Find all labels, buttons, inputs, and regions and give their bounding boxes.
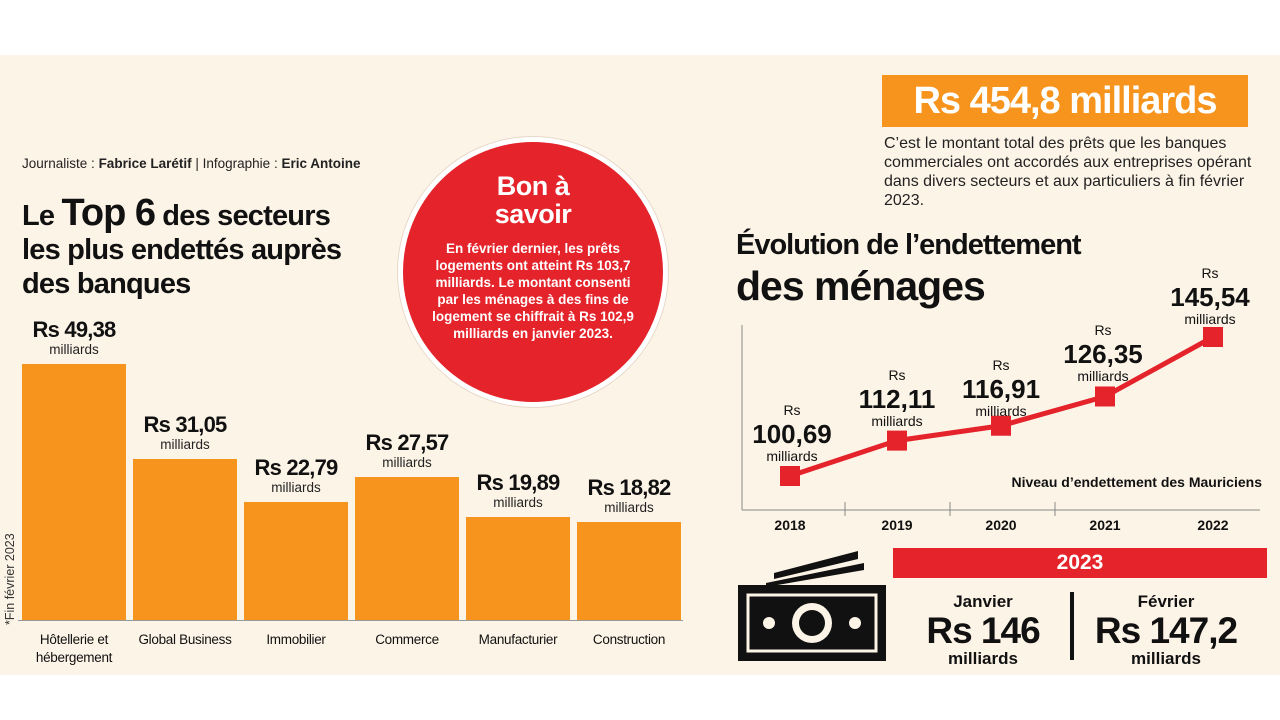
bar-unit-label-4: milliards bbox=[493, 494, 543, 510]
bar-category-label-4: Manufacturier bbox=[478, 632, 558, 647]
bar-4 bbox=[466, 516, 570, 620]
line-series-label: Niveau d’endettement des Mauriciens bbox=[1011, 474, 1262, 490]
month-february-label: Février bbox=[1137, 592, 1195, 611]
household-debt-title-line1: Évolution de l’endettement bbox=[736, 229, 1082, 261]
top6-title-line3: des banques bbox=[22, 268, 191, 300]
credits-separator: | bbox=[195, 156, 199, 171]
bar-unit-label-3: milliards bbox=[382, 455, 432, 471]
bon-a-savoir-title-line1: Bon à bbox=[496, 171, 570, 201]
bar-category-label-5: Construction bbox=[592, 632, 666, 647]
bar-category-label-3: Commerce bbox=[375, 632, 439, 647]
value-unit-2019: milliards bbox=[871, 413, 922, 429]
value-label-2019: 112,11 bbox=[859, 384, 936, 414]
value-currency-2019: Rs bbox=[888, 367, 905, 383]
value-currency-2020: Rs bbox=[992, 357, 1009, 373]
journalist-label: Journaliste : bbox=[22, 156, 95, 171]
household-debt-title: Évolution de l’endettement des ménages bbox=[736, 228, 1256, 310]
bar-value-label-4: Rs 19,89 bbox=[476, 469, 561, 495]
month-january: Janvier Rs 146 milliards bbox=[903, 592, 1063, 668]
bar-chart-baseline bbox=[18, 620, 683, 621]
x-tick-label-2021: 2021 bbox=[1089, 517, 1120, 533]
month-february-value: Rs 147,2 bbox=[1094, 610, 1238, 651]
value-label-2021: 126,35 bbox=[1063, 339, 1143, 369]
total-loans-description: C’est le montant total des prêts que les… bbox=[884, 135, 1252, 209]
bar-2 bbox=[244, 501, 348, 620]
line-point-2022 bbox=[1203, 327, 1223, 347]
bar-value-label-0: Rs 49,38 bbox=[32, 317, 117, 342]
top6-title-prefix: Le bbox=[22, 200, 55, 232]
bar-value-label-1: Rs 31,05 bbox=[143, 412, 228, 438]
bar-unit-label-5: milliards bbox=[604, 500, 654, 516]
x-tick-label-2020: 2020 bbox=[985, 517, 1016, 533]
year-2023-title: 2023 bbox=[893, 548, 1267, 578]
value-currency-2018: Rs bbox=[783, 402, 800, 418]
bar-category-label-0: Hôtellerie et hébergement bbox=[35, 632, 113, 665]
bon-a-savoir-title: Bon à savoir bbox=[403, 172, 663, 228]
bar-category-label-1: Global Business bbox=[138, 632, 232, 647]
month-january-unit: milliards bbox=[948, 649, 1018, 668]
value-currency-2021: Rs bbox=[1094, 322, 1111, 338]
top6-title-line2: les plus endettés auprès bbox=[22, 234, 342, 266]
bar-category-label-2: Immobilier bbox=[266, 632, 326, 647]
top6-title-rest: des secteurs bbox=[162, 200, 331, 232]
value-unit-2021: milliards bbox=[1077, 368, 1128, 384]
footnote: *Fin février 2023 bbox=[3, 533, 133, 625]
bar-value-label-2: Rs 22,79 bbox=[254, 454, 339, 480]
banknote-icon bbox=[738, 551, 886, 661]
bon-a-savoir-bubble: Bon à savoir En février dernier, les prê… bbox=[398, 137, 668, 407]
infographic-label: Infographie : bbox=[202, 156, 278, 171]
top6-title-highlight: Top 6 bbox=[61, 192, 157, 234]
bar-unit-label-1: milliards bbox=[160, 437, 210, 453]
month-february-unit: milliards bbox=[1131, 649, 1201, 668]
bar-unit-label-0: milliards bbox=[49, 342, 99, 357]
journalist-name: Fabrice Larétif bbox=[98, 156, 192, 171]
bar-5 bbox=[577, 522, 681, 620]
value-unit-2022: milliards bbox=[1184, 311, 1235, 327]
bar-value-label-3: Rs 27,57 bbox=[365, 430, 450, 456]
x-tick-label-2018: 2018 bbox=[774, 517, 805, 533]
month-january-label: Janvier bbox=[953, 592, 1013, 611]
infographic-name: Eric Antoine bbox=[281, 156, 361, 171]
value-unit-2018: milliards bbox=[766, 448, 817, 464]
value-label-2020: 116,91 bbox=[962, 374, 1040, 404]
x-tick-label-2019: 2019 bbox=[881, 517, 912, 533]
bar-unit-label-2: milliards bbox=[271, 479, 321, 495]
bar-value-label-5: Rs 18,82 bbox=[587, 475, 672, 501]
bar-1 bbox=[133, 459, 237, 620]
x-tick-label-2022: 2022 bbox=[1197, 517, 1228, 533]
bar-3 bbox=[355, 477, 459, 620]
bon-a-savoir-text: En février dernier, les prêts logements … bbox=[432, 241, 634, 341]
month-divider bbox=[1070, 592, 1074, 660]
line-point-2018 bbox=[780, 466, 800, 486]
month-february: Février Rs 147,2 milliards bbox=[1081, 592, 1251, 668]
line-point-2020 bbox=[991, 415, 1011, 436]
value-label-2022: 145,54 bbox=[1170, 282, 1250, 312]
credits: Journaliste : Fabrice Larétif | Infograp… bbox=[22, 156, 360, 171]
line-point-2019 bbox=[887, 430, 907, 451]
household-debt-title-line2: des ménages bbox=[736, 263, 986, 309]
line-point-2021 bbox=[1095, 386, 1115, 407]
value-label-2018: 100,69 bbox=[752, 419, 832, 449]
month-january-value: Rs 146 bbox=[926, 610, 1040, 651]
bar-0 bbox=[22, 364, 126, 620]
household-debt-line-chart: 2018 2019 2020 2021 2022Rs100,69milliardsRs1… bbox=[741, 265, 1262, 533]
value-currency-2022: Rs bbox=[1201, 265, 1218, 281]
bon-a-savoir-title-line2: savoir bbox=[494, 199, 572, 229]
top6-title: Le Top 6 des secteurs les plus endettés … bbox=[22, 194, 402, 301]
value-unit-2020: milliards bbox=[975, 403, 1026, 419]
total-loans-headline: Rs 454,8 milliards bbox=[882, 75, 1248, 127]
